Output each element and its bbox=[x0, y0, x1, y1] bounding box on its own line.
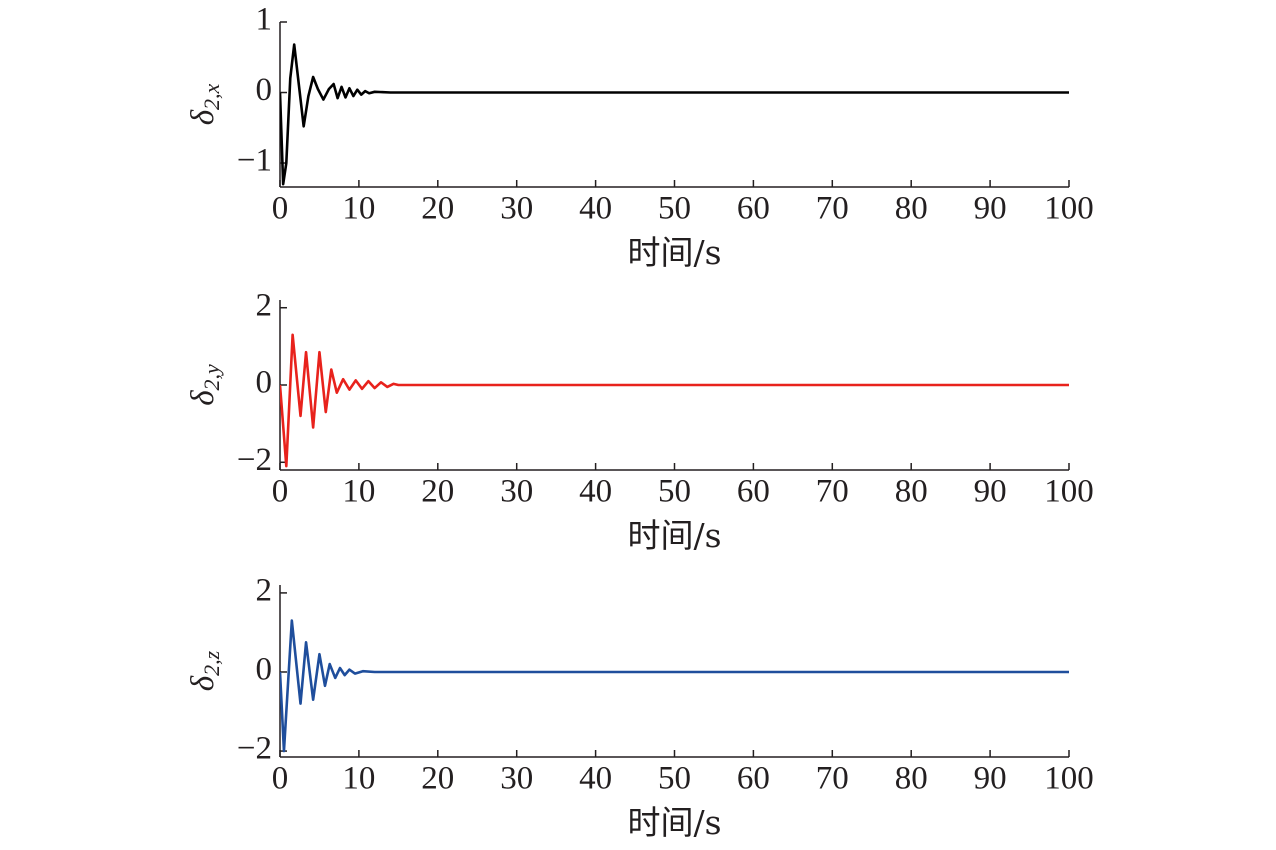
x-tick-label: 20 bbox=[421, 191, 454, 227]
y-label-symbol: δ bbox=[185, 675, 221, 691]
x-tick-label: 80 bbox=[895, 761, 928, 797]
y-axis-label: δ2,z bbox=[185, 650, 224, 691]
x-tick-label: 50 bbox=[658, 474, 691, 510]
y-label-subscript: 2,x bbox=[199, 83, 224, 110]
y-label-subscript: 2,y bbox=[199, 364, 224, 391]
x-axis-label: 时间/s bbox=[627, 516, 721, 555]
y-tick-label: 2 bbox=[256, 287, 273, 323]
y-tick-label: 0 bbox=[256, 72, 273, 108]
x-axis-label: 时间/s bbox=[627, 803, 721, 842]
x-tick-label: 40 bbox=[579, 191, 612, 227]
y-tick-label: 0 bbox=[256, 365, 273, 401]
y-label-symbol: δ bbox=[185, 109, 221, 125]
x-axis-label: 时间/s bbox=[627, 233, 721, 272]
y-tick-label: 0 bbox=[256, 652, 273, 688]
y-tick-label: 2 bbox=[256, 572, 273, 608]
y-tick-label: −1 bbox=[237, 143, 272, 179]
x-tick-label: 60 bbox=[737, 191, 770, 227]
plot-area bbox=[280, 43, 1069, 186]
y-tick-label: −2 bbox=[237, 442, 272, 478]
y-tick-label: 1 bbox=[256, 2, 273, 38]
x-tick-label: 70 bbox=[816, 474, 849, 510]
x-tick-label: 50 bbox=[658, 191, 691, 227]
x-tick-label: 10 bbox=[342, 474, 375, 510]
x-tick-label: 90 bbox=[974, 761, 1007, 797]
x-tick-label: 80 bbox=[895, 474, 928, 510]
x-tick-label: 60 bbox=[737, 474, 770, 510]
y-tick-label: −2 bbox=[237, 731, 272, 767]
x-tick-label: 20 bbox=[421, 474, 454, 510]
plot-area bbox=[280, 333, 1069, 468]
x-tick-label: 90 bbox=[974, 474, 1007, 510]
x-tick-label: 30 bbox=[500, 761, 533, 797]
x-tick-label: 70 bbox=[816, 191, 849, 227]
data-line bbox=[280, 333, 1069, 468]
x-tick-label: 0 bbox=[272, 761, 289, 797]
x-tick-label: 100 bbox=[1044, 761, 1094, 797]
x-tick-label: 100 bbox=[1044, 474, 1094, 510]
x-tick-label: 0 bbox=[272, 191, 289, 227]
x-tick-label: 40 bbox=[579, 761, 612, 797]
y-axis-label: δ2,y bbox=[185, 364, 224, 406]
data-line bbox=[280, 43, 1069, 186]
x-tick-label: 30 bbox=[500, 191, 533, 227]
data-line bbox=[280, 619, 1069, 753]
x-tick-label: 70 bbox=[816, 761, 849, 797]
y-label-symbol: δ bbox=[185, 390, 221, 406]
x-tick-label: 10 bbox=[342, 761, 375, 797]
x-tick-label: 10 bbox=[342, 191, 375, 227]
plot-area bbox=[280, 619, 1069, 753]
x-tick-label: 90 bbox=[974, 191, 1007, 227]
x-tick-label: 30 bbox=[500, 474, 533, 510]
x-tick-label: 0 bbox=[272, 474, 289, 510]
x-tick-label: 60 bbox=[737, 761, 770, 797]
x-tick-label: 80 bbox=[895, 191, 928, 227]
x-tick-label: 50 bbox=[658, 761, 691, 797]
x-tick-label: 100 bbox=[1044, 191, 1094, 227]
y-axis-label: δ2,x bbox=[185, 83, 224, 125]
y-label-subscript: 2,z bbox=[199, 650, 224, 676]
x-tick-label: 40 bbox=[579, 474, 612, 510]
x-tick-label: 20 bbox=[421, 761, 454, 797]
